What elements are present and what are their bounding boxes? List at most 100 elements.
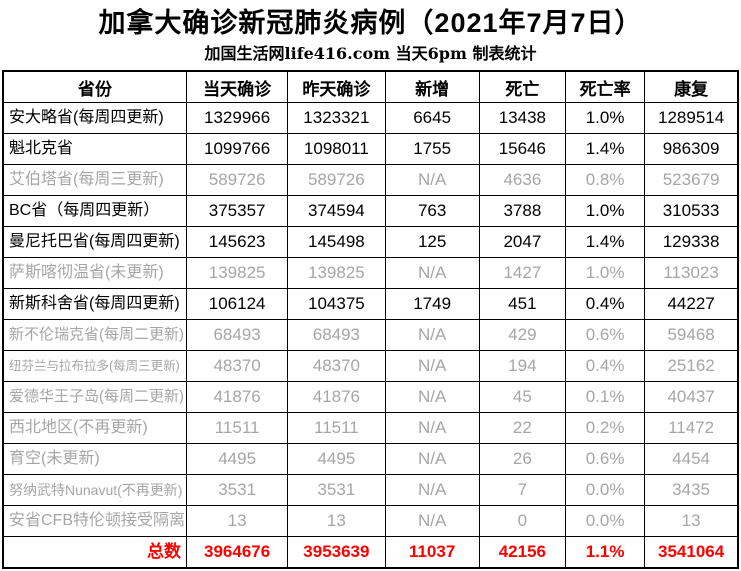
value-cell: 42156 <box>478 536 566 569</box>
covid-cases-table: 省份 当天确诊 昨天确诊 新增 死亡 死亡率 康复 安大略省(每周四更新) 1329966 13… <box>2 70 739 569</box>
value-cell: 194 <box>478 350 566 382</box>
column-header: 死亡率 <box>564 70 646 103</box>
value-cell: 589726 <box>287 164 386 196</box>
value-cell: 1749 <box>384 288 480 320</box>
value-cell: 375357 <box>185 195 289 227</box>
column-header: 新增 <box>384 70 480 103</box>
value-cell: 13 <box>287 505 386 537</box>
province-cell: 魁北克省 <box>2 133 187 165</box>
value-cell: 3531 <box>185 474 289 506</box>
value-cell: N/A <box>384 257 480 289</box>
value-cell: 1.4% <box>564 133 646 165</box>
value-cell: 13 <box>185 505 289 537</box>
column-header: 省份 <box>2 70 187 103</box>
value-cell: 3788 <box>478 195 566 227</box>
value-cell: 310533 <box>644 195 739 227</box>
value-cell: N/A <box>384 505 480 537</box>
value-cell: 986309 <box>644 133 739 165</box>
province-cell: 西北地区(不再更新) <box>2 412 187 444</box>
value-cell: 1.1% <box>564 536 646 569</box>
value-cell: 104375 <box>287 288 386 320</box>
value-cell: 1099766 <box>185 133 289 165</box>
value-cell: 4636 <box>478 164 566 196</box>
province-cell: 艾伯塔省(每周三更新) <box>2 164 187 196</box>
value-cell: 11472 <box>644 412 739 444</box>
value-cell: 2047 <box>478 226 566 258</box>
value-cell: 1098011 <box>287 133 386 165</box>
table-row: 安大略省(每周四更新) 1329966 1323321 6645 13438 1.0% 12… <box>2 102 739 134</box>
value-cell: 0.2% <box>564 412 646 444</box>
value-cell: 0.4% <box>564 288 646 320</box>
table-row: 曼尼托巴省(每周四更新) 145623 145498 125 2047 1.4% 12933… <box>2 226 739 258</box>
total-row: 总数 3964676 3953639 11037 42156 1.1% 3541064 <box>2 536 739 569</box>
value-cell: 3964676 <box>185 536 289 569</box>
value-cell: 1.4% <box>564 226 646 258</box>
value-cell: 139825 <box>287 257 386 289</box>
province-cell: 萨斯喀彻温省(未更新) <box>2 257 187 289</box>
column-header: 当天确诊 <box>185 70 289 103</box>
value-cell: 1.0% <box>564 195 646 227</box>
value-cell: N/A <box>384 412 480 444</box>
value-cell: 0.6% <box>564 319 646 351</box>
value-cell: N/A <box>384 381 480 413</box>
total-label-cell: 总数 <box>2 536 187 569</box>
province-cell: BC省（每周四更新） <box>2 195 187 227</box>
value-cell: 68493 <box>185 319 289 351</box>
value-cell: 3531 <box>287 474 386 506</box>
column-header: 死亡 <box>478 70 566 103</box>
province-cell: 爱德华王子岛(每周二更新) <box>2 381 187 413</box>
province-cell: 新不伦瑞克省(每周二更新) <box>2 319 187 351</box>
value-cell: 11511 <box>185 412 289 444</box>
value-cell: 4495 <box>185 443 289 475</box>
value-cell: 4495 <box>287 443 386 475</box>
value-cell: 6645 <box>384 102 480 134</box>
province-cell: 努纳武特Nunavut(不再更新) <box>2 474 187 506</box>
province-cell: 安省CFB特伦顿接受隔离 <box>2 505 187 537</box>
value-cell: 41876 <box>185 381 289 413</box>
province-cell: 安大略省(每周四更新) <box>2 102 187 134</box>
table-row: 西北地区(不再更新) 11511 11511 N/A 22 0.2% 11472 <box>2 412 739 444</box>
page-subtitle: 加国生活网life416.com 当天6pm 制表统计 <box>204 44 537 63</box>
table-row: 努纳武特Nunavut(不再更新) 3531 3531 N/A 7 0.0% 3435 <box>2 474 739 506</box>
value-cell: 40437 <box>644 381 739 413</box>
column-header: 康复 <box>644 70 739 103</box>
value-cell: 139825 <box>185 257 289 289</box>
value-cell: N/A <box>384 474 480 506</box>
province-cell: 纽芬兰与拉布拉多(每周三更新) <box>2 350 187 382</box>
table-row: 新不伦瑞克省(每周二更新) 68493 68493 N/A 429 0.6% 59468 <box>2 319 739 351</box>
value-cell: 1.0% <box>564 102 646 134</box>
value-cell: 48370 <box>287 350 386 382</box>
value-cell: 0.0% <box>564 505 646 537</box>
table-row: 育空(未更新) 4495 4495 N/A 26 0.6% 4454 <box>2 443 739 475</box>
value-cell: 523679 <box>644 164 739 196</box>
value-cell: 429 <box>478 319 566 351</box>
table-row: 艾伯塔省(每周三更新) 589726 589726 N/A 4636 0.8% 523679 <box>2 164 739 196</box>
value-cell: N/A <box>384 443 480 475</box>
value-cell: 59468 <box>644 319 739 351</box>
province-cell: 曼尼托巴省(每周四更新) <box>2 226 187 258</box>
value-cell: 0.4% <box>564 350 646 382</box>
value-cell: 25162 <box>644 350 739 382</box>
value-cell: N/A <box>384 350 480 382</box>
page-title: 加拿大确诊新冠肺炎病例（2021年7月7日） <box>98 8 643 38</box>
value-cell: 0.0% <box>564 474 646 506</box>
table-row: 安省CFB特伦顿接受隔离 13 13 N/A 0 0.0% 13 <box>2 505 739 537</box>
value-cell: 48370 <box>185 350 289 382</box>
value-cell: 106124 <box>185 288 289 320</box>
value-cell: 589726 <box>185 164 289 196</box>
value-cell: 129338 <box>644 226 739 258</box>
column-header: 昨天确诊 <box>287 70 386 103</box>
value-cell: N/A <box>384 164 480 196</box>
table-row: 爱德华王子岛(每周二更新) 41876 41876 N/A 45 0.1% 40437 <box>2 381 739 413</box>
value-cell: 125 <box>384 226 480 258</box>
value-cell: 22 <box>478 412 566 444</box>
value-cell: 4454 <box>644 443 739 475</box>
value-cell: 451 <box>478 288 566 320</box>
table-row: 魁北克省 1099766 1098011 1755 15646 1.4% 986309 <box>2 133 739 165</box>
value-cell: 13438 <box>478 102 566 134</box>
value-cell: 1323321 <box>287 102 386 134</box>
value-cell: 3541064 <box>644 536 739 569</box>
province-cell: 育空(未更新) <box>2 443 187 475</box>
value-cell: 41876 <box>287 381 386 413</box>
value-cell: 1.0% <box>564 257 646 289</box>
